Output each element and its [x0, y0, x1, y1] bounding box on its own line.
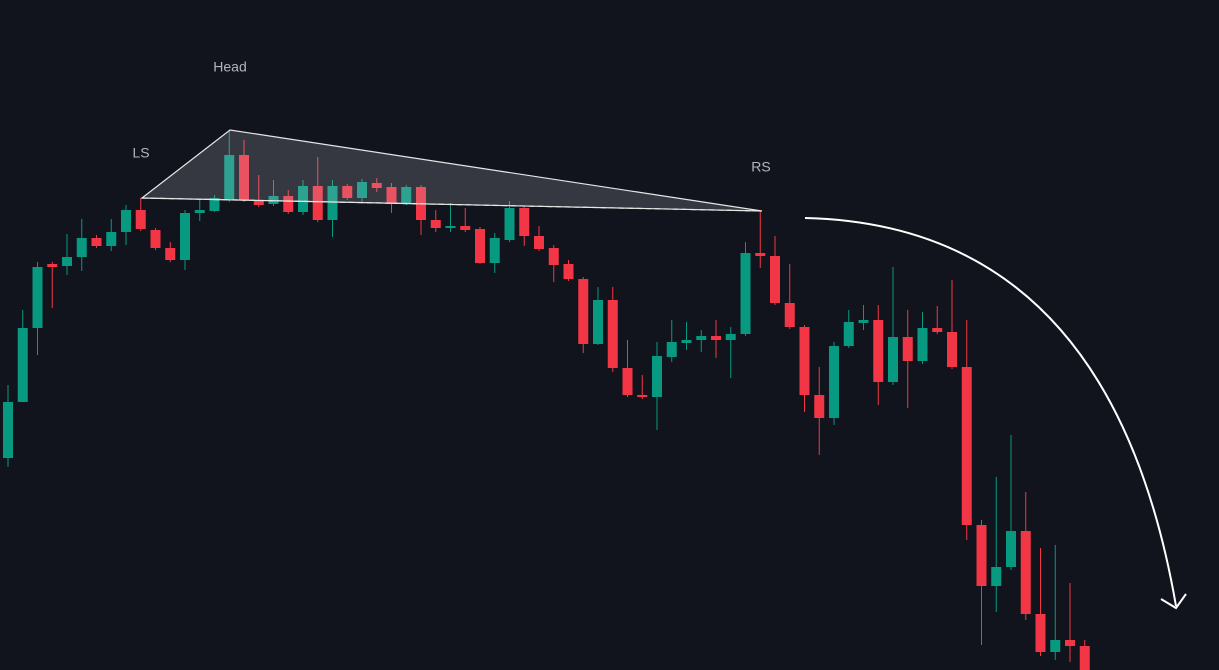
candle-body [371, 183, 382, 188]
candle-body [666, 342, 677, 357]
candle-body [239, 155, 249, 200]
candle-body [696, 336, 707, 340]
candle-body [873, 320, 884, 382]
candle-body [32, 267, 43, 328]
candle-body [740, 253, 751, 334]
candle-body [858, 320, 869, 323]
candle-body [784, 303, 795, 327]
candle-body [460, 226, 471, 230]
candle-body [268, 196, 279, 204]
candle-body [62, 257, 72, 266]
neckline [141, 197, 763, 212]
candle-body [91, 238, 102, 246]
candle-body [430, 220, 441, 228]
candle-body [637, 395, 648, 397]
candle-body [917, 328, 928, 361]
candle-body [283, 196, 294, 212]
candle-body [725, 334, 736, 340]
candle-body [947, 332, 957, 367]
arrow [804, 217, 1177, 607]
candle-body [961, 367, 972, 525]
candle-body [17, 328, 28, 402]
candles [3, 130, 1090, 670]
candle-body [622, 368, 633, 395]
candle-body [1050, 640, 1061, 652]
candle-body [991, 567, 1002, 586]
candle-body [1035, 614, 1046, 652]
candle-body [652, 356, 662, 397]
arrow-head [1160, 593, 1187, 610]
candle-body [1065, 640, 1075, 646]
candle-body [312, 186, 323, 220]
candle-body [563, 264, 574, 279]
candle-body [534, 236, 544, 249]
candle-body [3, 402, 13, 458]
candle-body [150, 230, 161, 248]
candle-body [504, 208, 515, 240]
candle-body [253, 200, 264, 205]
annotation: LS [132, 145, 149, 161]
candle-body [180, 213, 190, 260]
candle-body [1020, 531, 1031, 614]
candle-body [593, 300, 603, 344]
candle-body [814, 395, 825, 418]
annotation: Head [213, 59, 246, 75]
candle-body [902, 337, 913, 361]
candle-body [298, 186, 308, 212]
candle-body [357, 182, 367, 198]
candle-body [76, 238, 87, 257]
candle-body [770, 256, 780, 303]
candle-body [386, 187, 397, 204]
candle-body [106, 232, 117, 246]
candle-body [135, 210, 146, 229]
candle-body [1079, 646, 1090, 670]
candle-body [224, 155, 235, 199]
candle-body [888, 337, 898, 382]
candle-body [932, 328, 943, 332]
candle-body [799, 327, 810, 395]
candle-body [327, 186, 338, 220]
candle-body [121, 210, 131, 232]
candle-body [342, 186, 353, 198]
candle-body [711, 336, 721, 340]
annotation: RS [751, 159, 770, 175]
candle-body [548, 248, 559, 265]
candle-body [829, 346, 839, 418]
candle-body [755, 253, 766, 256]
candle-body [976, 525, 987, 586]
candle-body [401, 187, 412, 204]
candle-body [607, 300, 618, 368]
candle-body [445, 226, 456, 228]
candle-body [1006, 531, 1016, 567]
candle-body [194, 210, 205, 213]
candle-body [475, 229, 485, 263]
candle-body [165, 248, 176, 260]
candle-body [47, 264, 58, 267]
candle-body [681, 340, 692, 343]
candle-body [578, 279, 589, 344]
candle-body [489, 238, 500, 263]
candle-body [519, 208, 530, 236]
candle-body [209, 198, 220, 211]
candle-body [843, 322, 854, 346]
